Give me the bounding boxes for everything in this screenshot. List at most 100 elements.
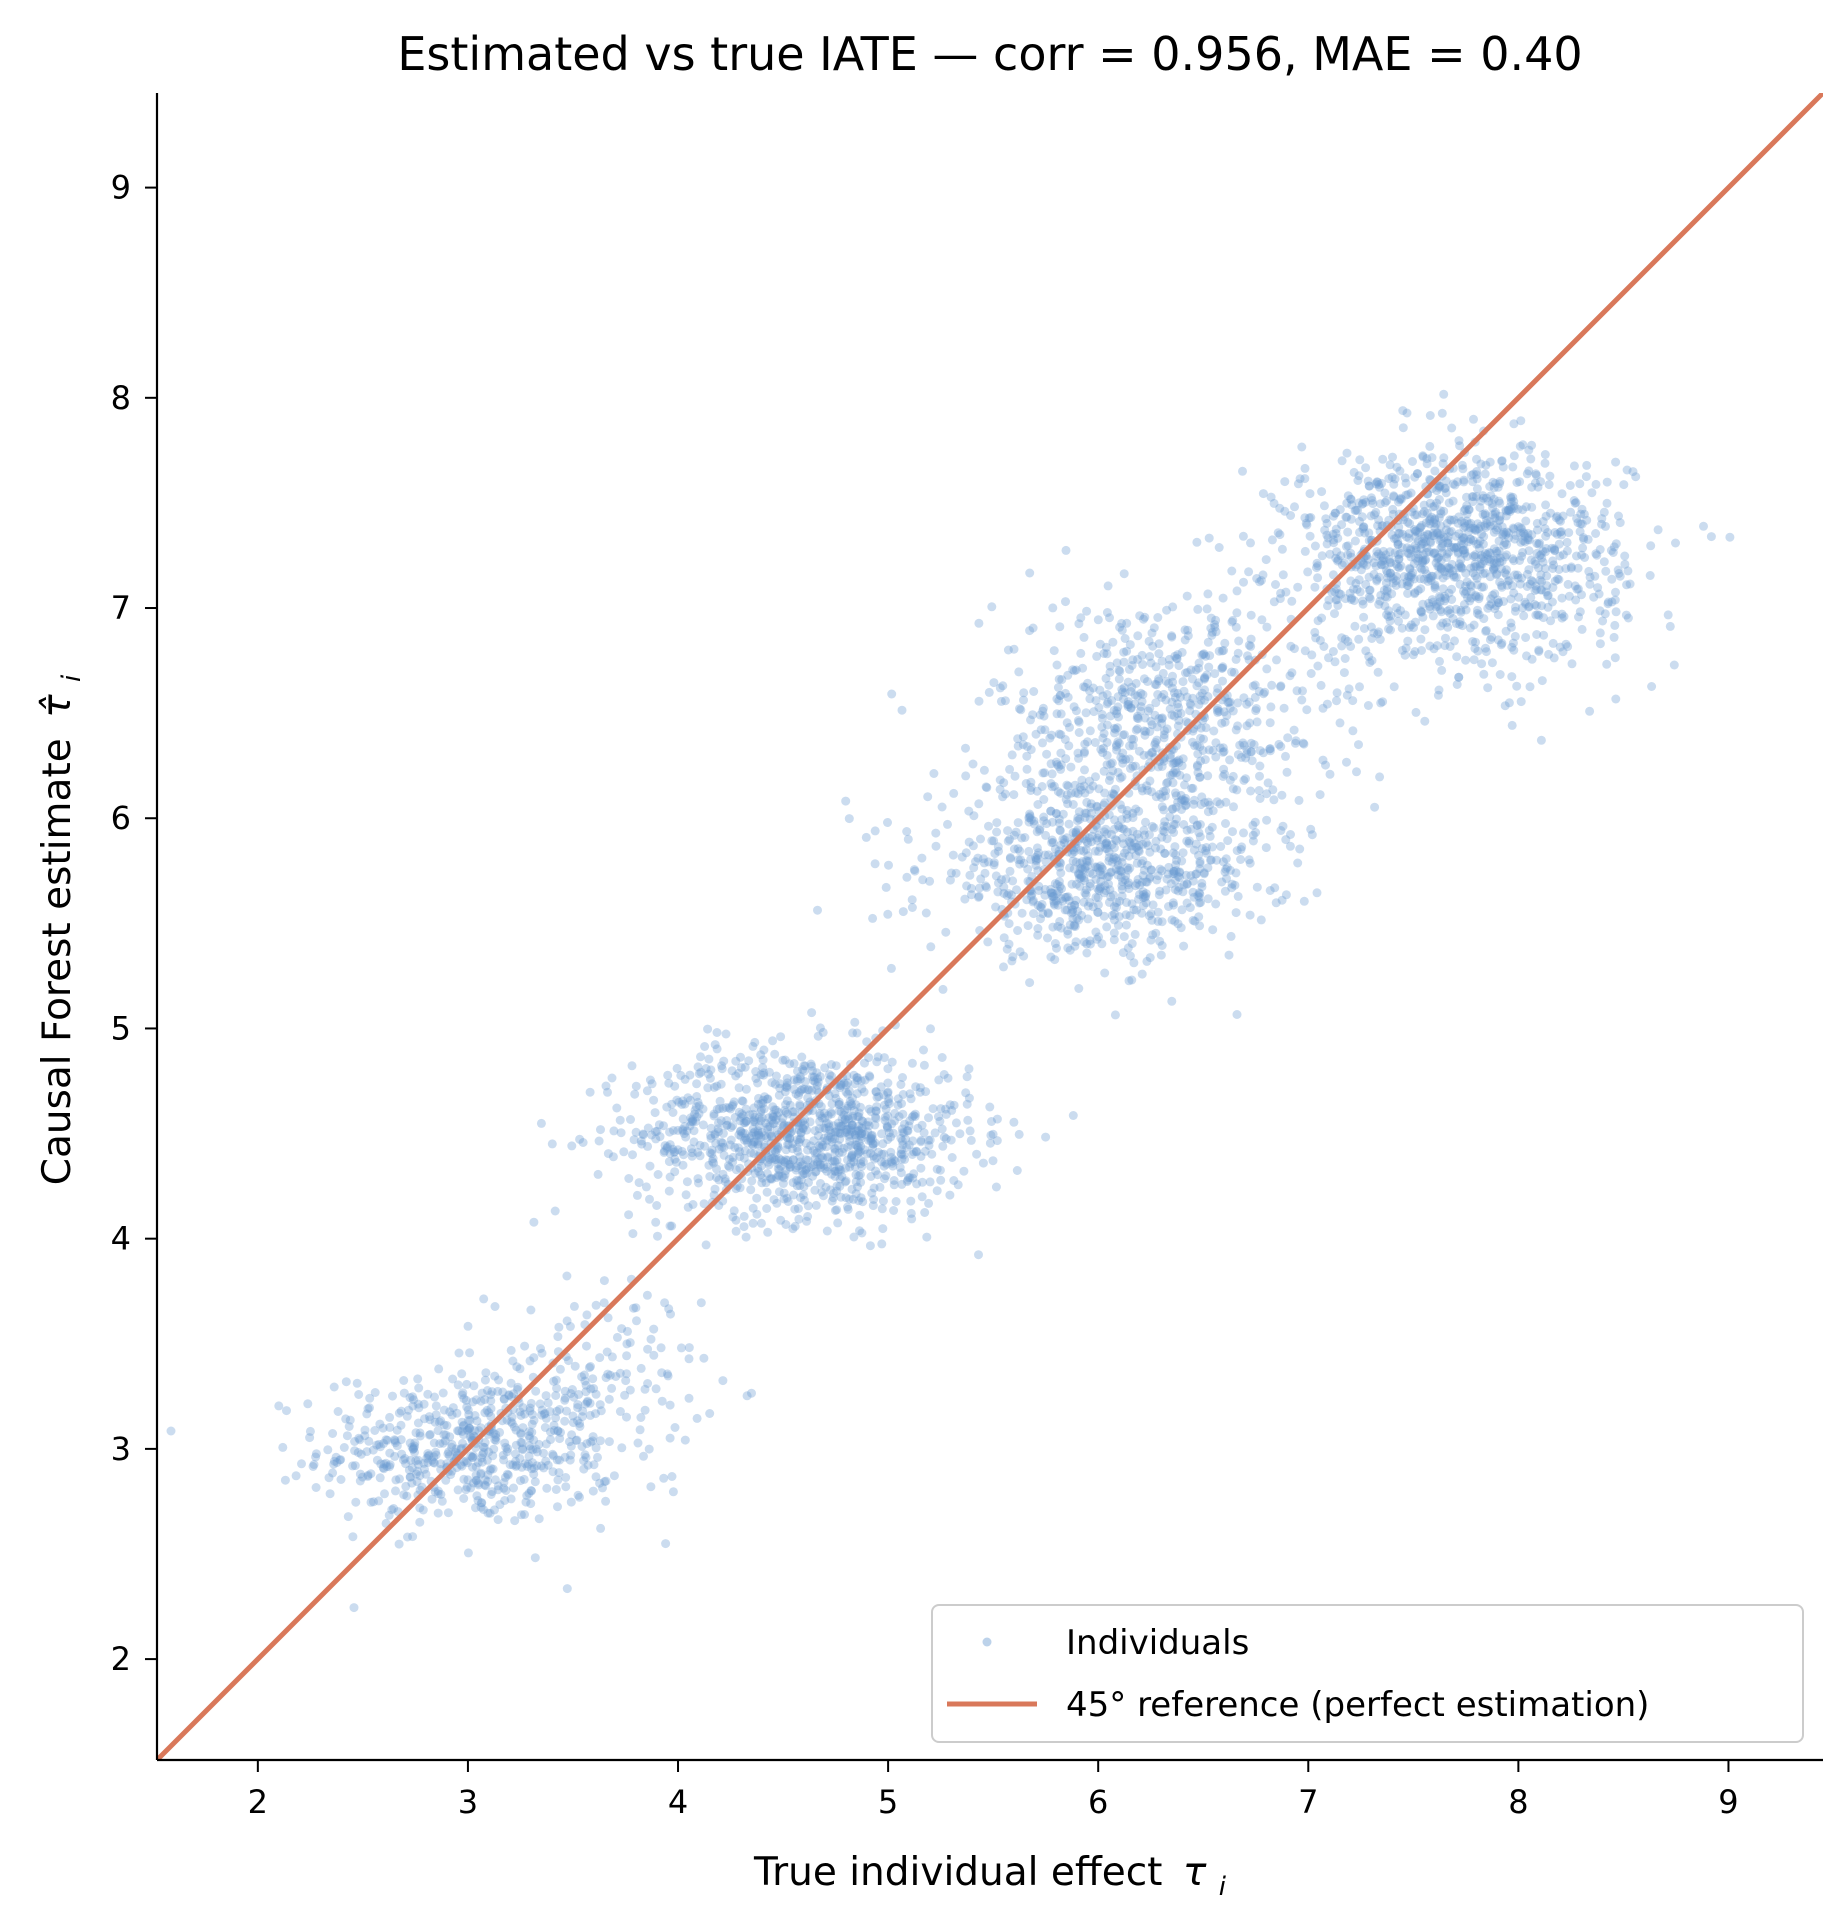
data-point bbox=[1102, 922, 1112, 932]
data-point bbox=[1202, 604, 1212, 614]
data-point bbox=[643, 1123, 653, 1133]
data-point bbox=[1376, 698, 1386, 708]
data-point bbox=[796, 1085, 806, 1095]
data-point bbox=[872, 1153, 881, 1163]
data-point bbox=[463, 1475, 473, 1485]
data-point bbox=[1278, 821, 1288, 831]
data-point bbox=[762, 1187, 772, 1197]
data-point bbox=[1331, 529, 1341, 538]
data-point bbox=[465, 1432, 475, 1442]
data-point bbox=[1159, 689, 1169, 699]
data-point bbox=[841, 1163, 851, 1173]
data-point bbox=[1102, 872, 1112, 882]
data-point bbox=[833, 1141, 843, 1150]
data-point bbox=[547, 1139, 557, 1149]
data-point bbox=[1299, 739, 1309, 749]
data-point bbox=[1665, 621, 1675, 631]
data-point bbox=[1464, 527, 1474, 536]
data-point bbox=[708, 1156, 717, 1166]
data-point bbox=[718, 1376, 728, 1386]
data-point bbox=[665, 1148, 675, 1158]
data-point bbox=[1313, 661, 1323, 671]
data-point bbox=[1181, 668, 1190, 678]
data-point bbox=[1342, 757, 1351, 767]
data-point bbox=[1137, 696, 1147, 706]
data-point bbox=[1487, 658, 1497, 668]
data-point bbox=[580, 1376, 590, 1386]
data-point bbox=[1098, 748, 1108, 758]
data-point bbox=[336, 1475, 346, 1484]
data-point bbox=[394, 1539, 404, 1549]
data-point bbox=[495, 1500, 505, 1510]
data-point bbox=[566, 1450, 576, 1460]
data-point bbox=[1337, 641, 1347, 651]
data-point bbox=[750, 1112, 760, 1122]
data-point bbox=[1342, 448, 1352, 458]
data-point bbox=[608, 1152, 618, 1162]
data-point bbox=[1227, 617, 1237, 627]
data-point bbox=[1225, 775, 1235, 785]
data-point bbox=[943, 1073, 953, 1083]
data-point bbox=[849, 1157, 859, 1167]
data-point bbox=[1403, 572, 1413, 582]
data-point bbox=[812, 1148, 822, 1158]
data-point bbox=[847, 1120, 857, 1130]
data-point bbox=[1173, 721, 1183, 731]
data-point bbox=[846, 1153, 856, 1163]
data-point bbox=[1182, 879, 1192, 889]
data-point bbox=[890, 1156, 900, 1166]
data-point bbox=[903, 1126, 913, 1136]
data-point bbox=[808, 1171, 818, 1181]
data-point bbox=[1070, 780, 1080, 790]
data-point bbox=[793, 1146, 803, 1156]
data-point bbox=[696, 1052, 705, 1062]
data-point bbox=[1203, 894, 1213, 904]
data-point bbox=[562, 1316, 572, 1326]
data-point bbox=[731, 1056, 741, 1066]
data-point bbox=[1041, 830, 1051, 840]
data-point bbox=[469, 1451, 478, 1461]
data-point bbox=[508, 1460, 518, 1470]
data-point bbox=[695, 1140, 705, 1150]
data-point bbox=[575, 1134, 585, 1144]
data-point bbox=[1342, 498, 1352, 508]
data-point bbox=[499, 1394, 509, 1404]
data-point bbox=[595, 1400, 605, 1410]
data-point bbox=[743, 1138, 753, 1148]
data-point bbox=[407, 1463, 417, 1473]
data-point bbox=[1157, 762, 1167, 771]
data-point bbox=[360, 1431, 370, 1441]
data-point bbox=[1281, 587, 1291, 597]
data-point bbox=[537, 1410, 546, 1420]
data-point bbox=[654, 1120, 664, 1130]
data-point bbox=[1330, 587, 1340, 597]
data-point bbox=[1480, 469, 1490, 479]
data-point bbox=[1355, 587, 1365, 597]
data-point bbox=[989, 678, 999, 688]
data-point bbox=[709, 1109, 719, 1119]
data-point bbox=[846, 1123, 856, 1133]
data-point bbox=[1155, 886, 1165, 896]
data-point bbox=[601, 1081, 611, 1091]
data-point bbox=[374, 1496, 384, 1506]
data-point bbox=[1242, 699, 1252, 709]
data-point bbox=[834, 1106, 844, 1116]
data-point bbox=[1127, 661, 1137, 670]
data-point bbox=[591, 1389, 601, 1399]
data-point bbox=[1602, 659, 1612, 669]
data-point bbox=[692, 1079, 702, 1089]
data-point bbox=[1540, 458, 1550, 468]
data-point bbox=[848, 1113, 858, 1123]
data-point bbox=[803, 1212, 813, 1221]
data-point bbox=[835, 1128, 845, 1138]
data-point bbox=[895, 1163, 905, 1172]
data-point bbox=[880, 1174, 889, 1184]
data-point bbox=[1470, 571, 1480, 581]
data-point bbox=[1578, 543, 1588, 553]
data-point bbox=[1162, 605, 1172, 615]
data-point bbox=[639, 1451, 648, 1461]
data-point bbox=[656, 1343, 666, 1353]
data-point bbox=[1276, 742, 1286, 751]
data-point bbox=[651, 1384, 661, 1394]
data-point bbox=[917, 1192, 927, 1202]
